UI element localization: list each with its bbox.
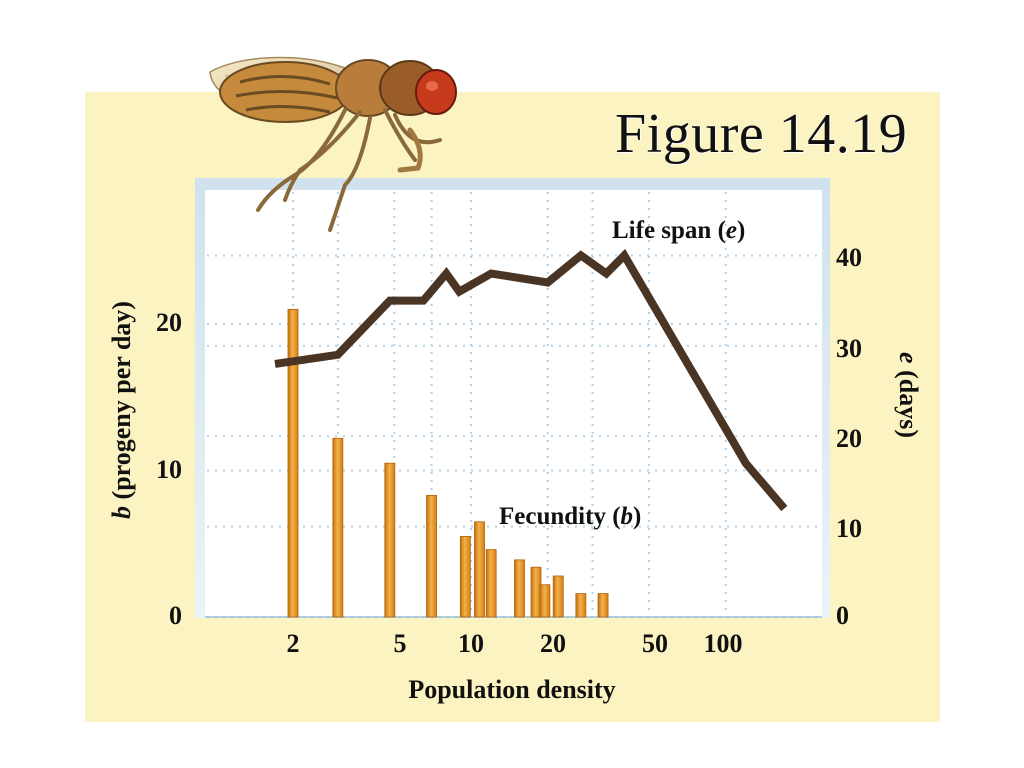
y-right-tick-label: 20 [836, 424, 862, 453]
fecundity-annotation-close: ) [633, 503, 641, 530]
figure-label: Figure 14.19 [615, 103, 908, 165]
fecundity-bar [384, 462, 396, 618]
fecundity-annotation: Fecundity (b) [499, 503, 641, 530]
y-left-tick-label: 20 [156, 308, 182, 337]
x-tick-label: 100 [704, 629, 743, 658]
y-left-tick-label: 0 [169, 601, 182, 630]
y-right-axis-var: e [894, 352, 923, 364]
x-tick-label: 20 [540, 629, 566, 658]
life-span-annotation-var: e [726, 217, 737, 244]
y-right-axis-title: e (days) [894, 352, 923, 438]
plot-area [205, 190, 822, 617]
fecundity-bar [287, 308, 299, 618]
life-span-annotation-text: Life span ( [612, 217, 726, 244]
fecundity-bar [514, 559, 525, 618]
y-right-tick-label: 0 [836, 601, 849, 630]
y-right-axis-text: (days) [894, 364, 923, 438]
y-left-axis-title: b (progeny per day) [107, 301, 136, 519]
y-left-axis-text: (progeny per day) [107, 301, 136, 506]
fecundity-bar [474, 521, 485, 618]
y-right-tick-label: 10 [836, 514, 862, 543]
fecundity-annotation-var: b [621, 503, 634, 530]
x-tick-label: 5 [394, 629, 407, 658]
fecundity-bar [459, 536, 471, 618]
fecundity-bars [287, 308, 609, 618]
fecundity-bar [552, 575, 564, 618]
fecundity-bar [539, 584, 551, 618]
fecundity-bar [597, 593, 609, 618]
x-tick-label: 10 [458, 629, 484, 658]
y-right-tick-label: 30 [836, 334, 862, 363]
fecundity-bar [332, 437, 344, 618]
x-tick-label: 50 [642, 629, 668, 658]
y-left-tick-label: 10 [156, 455, 182, 484]
life-span-line [274, 248, 788, 512]
y-left-axis-var: b [107, 506, 136, 519]
fecundity-annotation-text: Fecundity ( [499, 503, 621, 530]
fecundity-bar [485, 549, 497, 618]
y-right-tick-label: 40 [836, 243, 862, 272]
fecundity-bar [426, 495, 437, 618]
x-tick-label: 2 [287, 629, 300, 658]
fecundity-bar [575, 593, 587, 618]
life-span-annotation-close: ) [737, 217, 745, 244]
x-axis-title: Population density [408, 675, 615, 704]
life-span-annotation: Life span (e) [612, 217, 745, 244]
fruit-fly-illustration [209, 56, 457, 232]
